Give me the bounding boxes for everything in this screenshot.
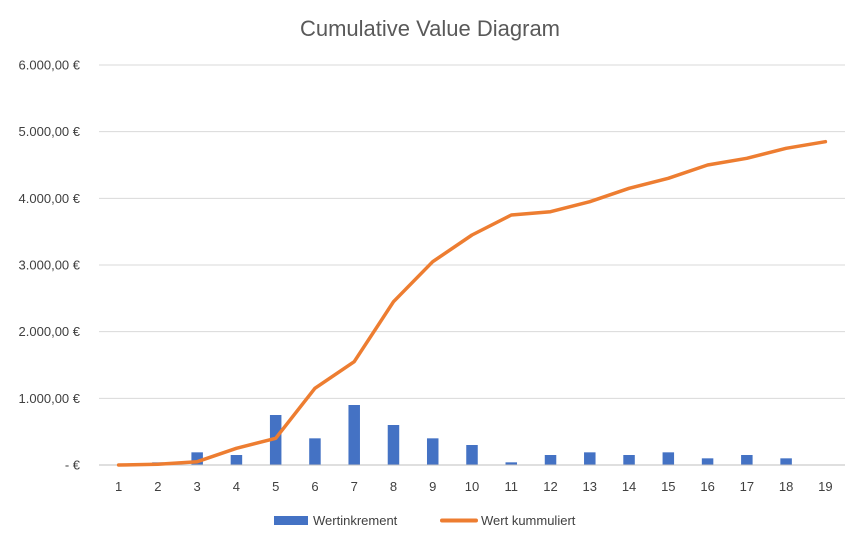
x-tick-label: 2 — [154, 479, 161, 494]
bar-series — [152, 405, 792, 465]
x-tick-label: 15 — [661, 479, 675, 494]
bar — [662, 452, 675, 465]
y-tick-label: 3.000,00 € — [19, 258, 81, 273]
bar — [309, 438, 321, 465]
x-tick-label: 3 — [194, 479, 201, 494]
bar — [230, 455, 243, 465]
bar — [584, 452, 596, 465]
bar — [348, 405, 360, 465]
legend-swatch-wertinkrement — [274, 516, 308, 525]
x-tick-label: 12 — [543, 479, 557, 494]
y-tick-label: 4.000,00 € — [19, 191, 81, 206]
y-axis-tick-labels: - € 1.000,00 € 2.000,00 € 3.000,00 € 4.000,0… — [19, 58, 81, 473]
bar — [741, 455, 753, 465]
bar — [623, 455, 635, 465]
x-tick-label: 6 — [311, 479, 318, 494]
bar — [701, 458, 714, 465]
x-tick-label: 19 — [818, 479, 832, 494]
x-tick-label: 8 — [390, 479, 397, 494]
x-tick-label: 17 — [740, 479, 754, 494]
y-tick-label: 6.000,00 € — [19, 58, 81, 73]
y-tick-label: 1.000,00 € — [19, 391, 81, 406]
x-tick-label: 1 — [115, 479, 122, 494]
bar — [780, 458, 792, 465]
y-tick-label: - € — [65, 458, 81, 473]
bar — [191, 452, 203, 465]
y-tick-label: 2.000,00 € — [19, 324, 81, 339]
legend-label-wertinkrement: Wertinkrement — [313, 513, 398, 528]
chart-title: Cumulative Value Diagram — [300, 16, 560, 41]
x-tick-label: 14 — [622, 479, 636, 494]
bar — [466, 445, 478, 465]
x-tick-label: 10 — [465, 479, 479, 494]
bar — [387, 425, 400, 465]
x-tick-label: 11 — [505, 479, 519, 494]
bar — [426, 438, 439, 465]
bar — [544, 455, 557, 465]
line-series — [116, 139, 828, 467]
gridlines — [99, 64, 845, 399]
legend-label-wert-kummuliert: Wert kummuliert — [481, 513, 576, 528]
x-tick-label: 18 — [779, 479, 793, 494]
bar — [505, 462, 518, 465]
line-wert-kummuliert — [116, 139, 828, 467]
y-tick-label: 5.000,00 € — [19, 124, 81, 139]
x-tick-label: 7 — [351, 479, 358, 494]
legend: Wertinkrement Wert kummuliert — [274, 513, 576, 528]
x-tick-label: 16 — [700, 479, 714, 494]
x-tick-label: 13 — [583, 479, 597, 494]
x-tick-label: 9 — [429, 479, 436, 494]
x-tick-label: 5 — [272, 479, 279, 494]
x-tick-label: 4 — [233, 479, 240, 494]
x-axis-tick-labels: 1 2 3 4 5 6 7 8 9 10 11 12 13 14 15 16 17 18 19 — [115, 479, 833, 494]
